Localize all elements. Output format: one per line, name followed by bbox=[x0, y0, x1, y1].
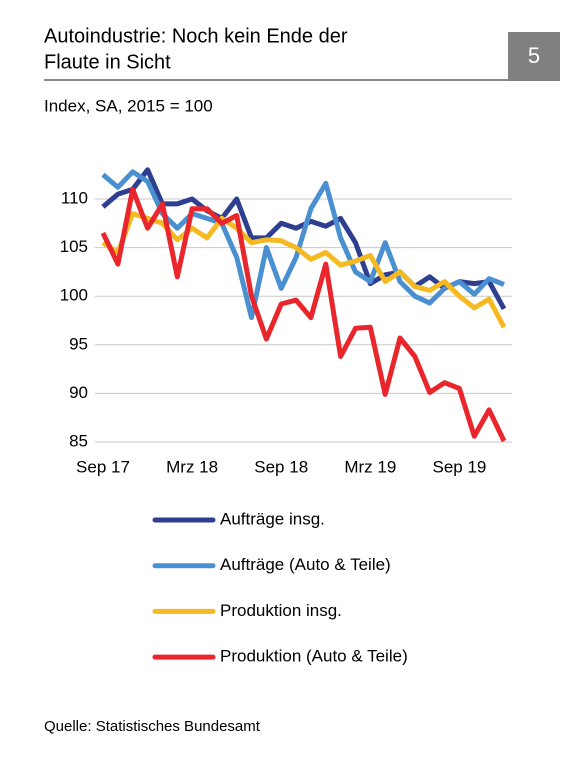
x-tick-label: Sep 17 bbox=[76, 457, 130, 476]
x-tick-label: Mrz 19 bbox=[344, 457, 396, 476]
badge: 5 bbox=[528, 43, 540, 68]
y-tick-label: 85 bbox=[69, 431, 88, 450]
y-tick-label: 95 bbox=[69, 334, 88, 353]
y-tick-label: 105 bbox=[60, 237, 88, 256]
x-tick-label: Sep 19 bbox=[432, 457, 486, 476]
x-tick-label: Mrz 18 bbox=[166, 457, 218, 476]
y-tick-label: 100 bbox=[60, 286, 88, 305]
y-tick-label: 90 bbox=[69, 383, 88, 402]
badge-box bbox=[508, 32, 560, 81]
legend-label: Aufträge insg. bbox=[220, 509, 325, 528]
legend-label: Produktion (Auto & Teile) bbox=[220, 647, 408, 666]
x-tick-label: Sep 18 bbox=[254, 457, 308, 476]
series-line bbox=[100, 186, 507, 443]
source: Quelle: Statistisches Bundesamt bbox=[44, 718, 261, 735]
y-tick-label: 110 bbox=[61, 188, 88, 207]
chart-title-line: Autoindustrie: Noch kein Ende der bbox=[44, 25, 348, 47]
legend-label: Produktion insg. bbox=[220, 601, 342, 620]
series-line bbox=[101, 169, 505, 321]
legend-label: Aufträge (Auto & Teile) bbox=[220, 555, 391, 574]
chart-title-line: Flaute in Sicht bbox=[44, 51, 171, 73]
subtitle: Index, SA, 2015 = 100 bbox=[44, 96, 213, 115]
